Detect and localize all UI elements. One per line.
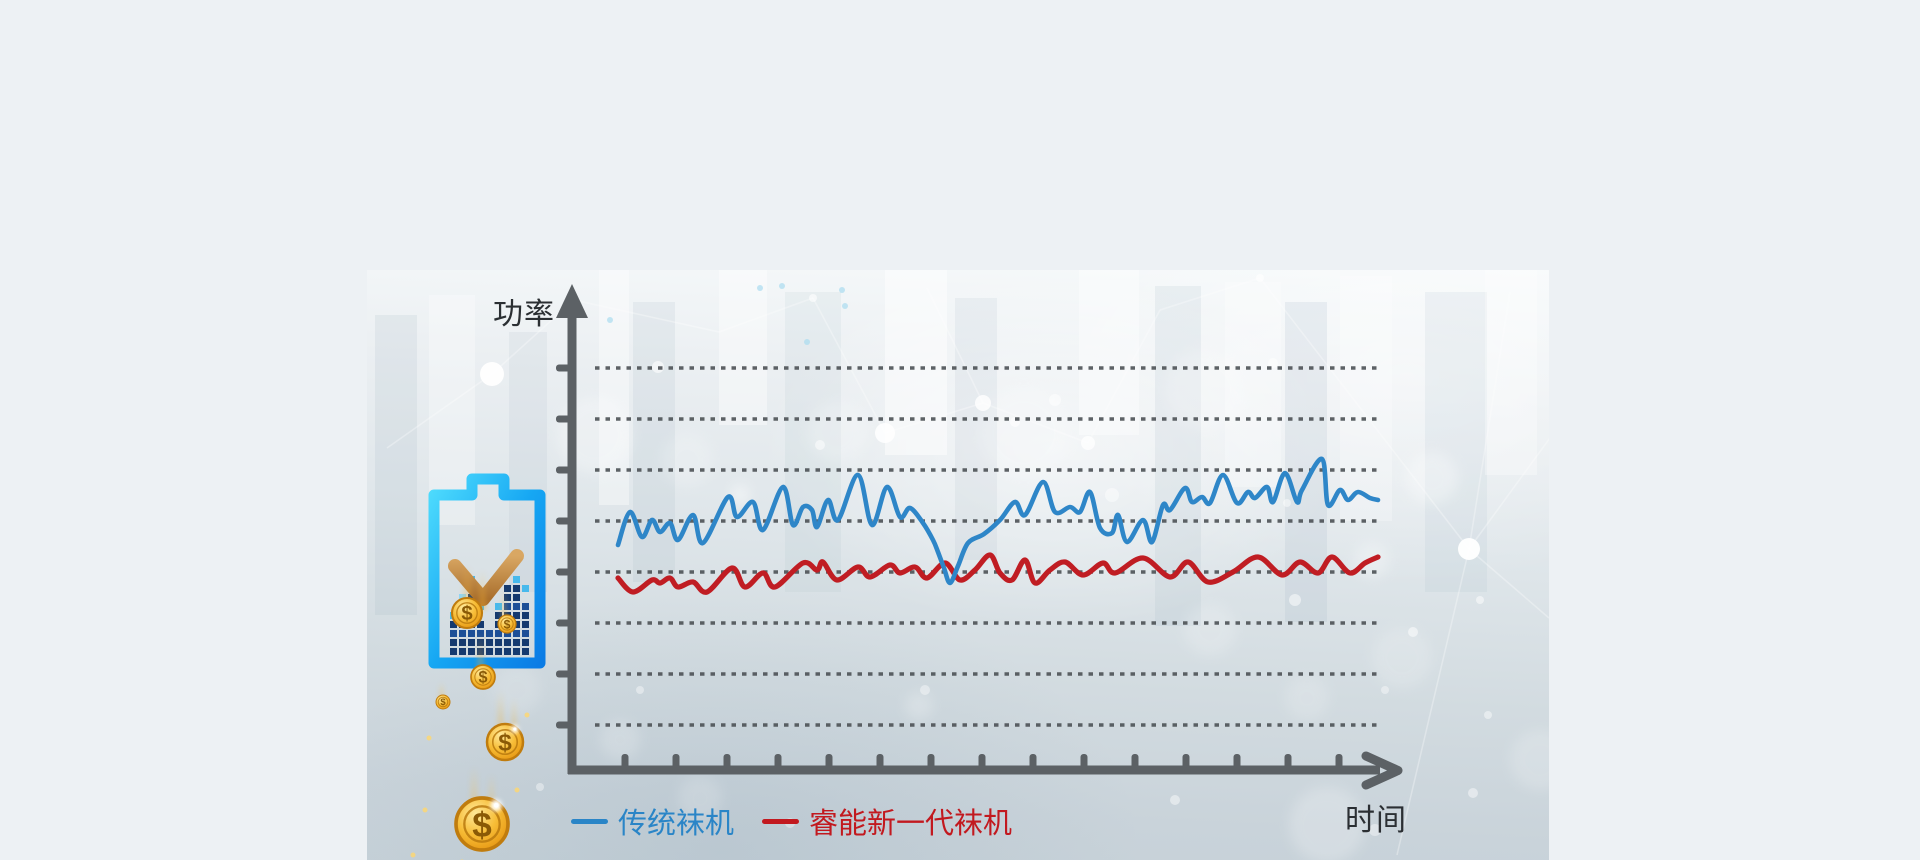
svg-text:$: $ xyxy=(478,669,487,687)
x-axis-label: 时间 xyxy=(1345,804,1407,837)
series-line-new-generation xyxy=(615,552,1381,595)
battery-icon xyxy=(428,473,546,669)
y-axis-label: 功率 xyxy=(493,298,555,331)
dollar-coin-icon: $ xyxy=(435,694,451,710)
series-line-traditional xyxy=(615,456,1381,586)
constellation-decor xyxy=(386,274,1549,856)
axes xyxy=(556,284,1403,790)
dollar-coin-icon: $ xyxy=(497,614,517,634)
series-lines xyxy=(615,456,1381,595)
power-time-chart: $ $ $ $ $ $ xyxy=(375,270,1549,860)
svg-text:$: $ xyxy=(461,603,472,625)
gridlines xyxy=(595,366,1378,727)
legend-label-new-generation: 睿能新一代袜机 xyxy=(809,808,1013,840)
svg-text:$: $ xyxy=(440,697,446,708)
legend-dash-new-generation-icon xyxy=(762,818,800,824)
chart-legend: 传统袜机 睿能新一代袜机 xyxy=(571,800,1012,842)
svg-text:$: $ xyxy=(472,806,492,845)
legend-dash-traditional-icon xyxy=(571,818,608,824)
legend-label-traditional: 传统袜机 xyxy=(618,808,735,840)
chart-panel: $ $ $ $ $ $ 功率 xyxy=(367,270,1549,860)
svg-text:$: $ xyxy=(504,618,511,632)
dollar-coin-icon: $ xyxy=(485,722,525,762)
legend-item-traditional: 传统袜机 xyxy=(571,800,734,842)
dollar-coin-icon: $ xyxy=(454,796,510,852)
dollar-coin-icon: $ xyxy=(470,664,496,690)
coins-decor: $ $ $ $ $ $ xyxy=(410,565,530,860)
svg-text:$: $ xyxy=(498,730,512,757)
legend-item-new-generation: 睿能新一代袜机 xyxy=(762,800,1012,842)
dollar-coin-icon: $ xyxy=(450,596,484,630)
